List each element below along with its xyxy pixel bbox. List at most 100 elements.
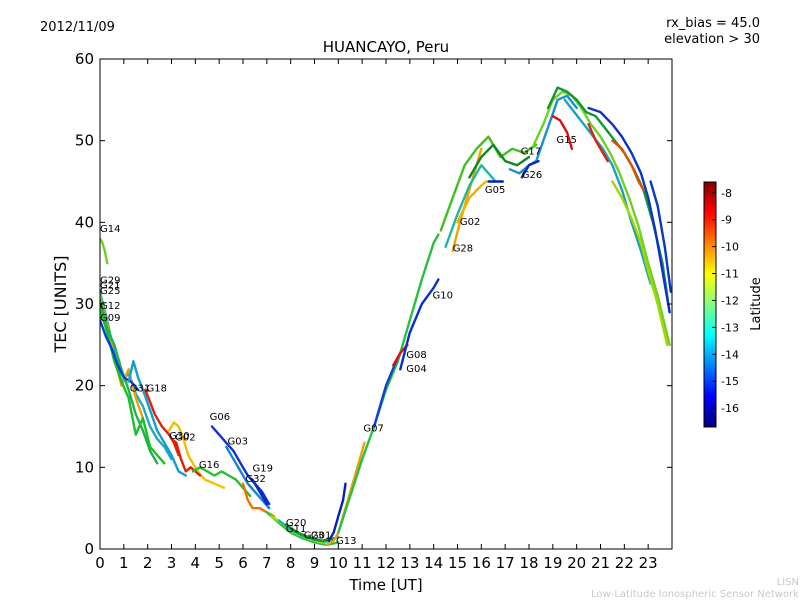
x-tick-label-21: 21 [591,554,610,572]
x-tick-label-2: 2 [143,554,153,572]
y-tick-label-60: 60 [75,50,94,68]
series-line-g02b-26 [444,164,497,248]
y-tick-label-30: 30 [75,295,94,313]
satellite-label-g26-27: G26 [522,170,542,181]
x-tick-label-20: 20 [567,554,586,572]
colorbar-tick-label-7: -15 [721,375,739,388]
y-tick-label-0: 0 [84,540,94,558]
series-line-g15-33 [551,115,574,150]
colorbar-tick-label-1: -9 [721,214,732,227]
series-line-g31-6 [127,360,187,477]
satellite-label-g09-5: G09 [100,313,120,324]
series-line-g18-7 [144,388,180,457]
x-tick-label-15: 15 [448,554,467,572]
x-tick-label-22: 22 [615,554,634,572]
date-label: 2012/11/09 [40,20,115,35]
satellite-label-g01-18: G01 [311,530,331,541]
satellite-label-g23-17: G23 [304,530,324,541]
series-layer [100,86,672,547]
satellite-labels: G14G29G21G25G12G09G31G18G30G02G16G06G03G… [100,135,577,547]
x-tick-label-13: 13 [400,554,419,572]
series-line-g01-18 [284,523,335,542]
y-tick-label-40: 40 [75,213,94,231]
satellite-label-g12-4: G12 [100,301,120,312]
x-tick-label-7: 7 [262,554,272,572]
satellite-label-g21-2: G21 [100,281,120,292]
series-line-g15f-38 [611,139,645,191]
colorbar: -8 -9 -10 -11 -12 -13 -14 -15 -16 Latitude [703,181,764,428]
x-tick-label-18: 18 [519,554,538,572]
satellite-label-g02-9: G02 [175,432,195,443]
satellite-label-g32-14: G32 [245,474,265,485]
y-tick-label-20: 20 [75,377,94,395]
colorbar-tick-label-8: -16 [721,402,739,415]
x-tick-label-14: 14 [424,554,443,572]
colorbar-tick-label-2: -10 [721,241,739,254]
satellite-label-g31-6: G31 [130,383,150,394]
satellite-label-g04-21: G04 [406,364,426,375]
x-tick-label-19: 19 [543,554,562,572]
satellite-label-g20-15: G20 [286,518,306,529]
colorbar-label: Latitude [749,277,764,331]
satellite-label-g19-13: G19 [253,463,273,474]
satellite-label-g13-19: G13 [336,536,356,547]
series-line-g06-11 [210,425,271,506]
satellite-label-g03-12: G03 [228,437,248,448]
series-line-g15d-36 [563,98,652,285]
series-line-g15e-37 [587,106,671,314]
x-tick-label-6: 6 [238,554,248,572]
colorbar-gradient [703,181,717,428]
series-line-g26b-32 [520,159,540,179]
series-line-g30-8 [167,421,226,489]
series-line-g15g-39 [587,123,609,163]
y-axis-ticks: 0 10 20 30 40 50 60 [75,50,672,558]
series-line-g16-10 [191,466,252,498]
x-tick-label-17: 17 [496,554,515,572]
series-line-g26-31 [508,94,578,175]
x-tick-label-11: 11 [353,554,372,572]
series-line-g25-3 [100,298,159,465]
colorbar-tick-label-6: -14 [721,348,739,361]
rx-bias-label: rx_bias = 45.0 [666,16,760,31]
series-line-g15h-40 [611,180,669,346]
colorbar-tick-label-0: -8 [721,187,732,200]
series-line-g15b-34 [532,90,671,346]
colorbar-ticks: -8 -9 -10 -11 -12 -13 -14 -15 -16 [712,187,739,415]
satellite-label-g11-16: G11 [286,524,306,535]
x-tick-label-23: 23 [639,554,658,572]
chart-title: HUANCAYO, Peru [323,38,449,56]
satellite-label-g29-1: G29 [100,276,120,287]
series-line-g14-0 [100,237,109,265]
x-tick-label-12: 12 [376,554,395,572]
satellite-label-g14-0: G14 [100,224,120,235]
satellite-label-g30-8: G30 [169,431,189,442]
series-line-g15i-41 [649,180,672,293]
series-line-g05b-28 [456,180,488,224]
x-axis-label: Time [UT] [348,576,422,594]
y-tick-label-10: 10 [75,458,94,476]
elevation-label: elevation > 30 [664,32,760,47]
x-tick-label-0: 0 [95,554,105,572]
footer-network: Low-Latitude Ionospheric Sensor Network [591,589,799,600]
colorbar-tick-label-4: -12 [721,294,739,307]
satellite-label-g18-7: G18 [147,383,167,394]
x-tick-label-5: 5 [214,554,224,572]
y-tick-label-50: 50 [75,132,94,150]
satellite-label-g10-23: G10 [433,290,453,301]
series-line-g10-24 [399,278,440,371]
satellite-label-g07-20: G07 [363,423,383,434]
x-tick-label-9: 9 [310,554,320,572]
series-line-g13b-20 [327,482,347,542]
x-tick-label-4: 4 [191,554,201,572]
y-axis-label: TEC [UNITS] [51,256,70,354]
series-line-g04-22 [372,355,400,428]
satellite-label-g06-11: G06 [210,412,230,423]
x-tick-label-16: 16 [472,554,491,572]
x-tick-label-3: 3 [167,554,177,572]
plot-area: G14G29G21G25G12G09G31G18G30G02G16G06G03G… [75,50,673,572]
series-line-g03-12 [225,445,271,510]
satellite-label-g08-22: G08 [406,350,426,361]
x-tick-label-10: 10 [329,554,348,572]
x-tick-label-1: 1 [119,554,129,572]
